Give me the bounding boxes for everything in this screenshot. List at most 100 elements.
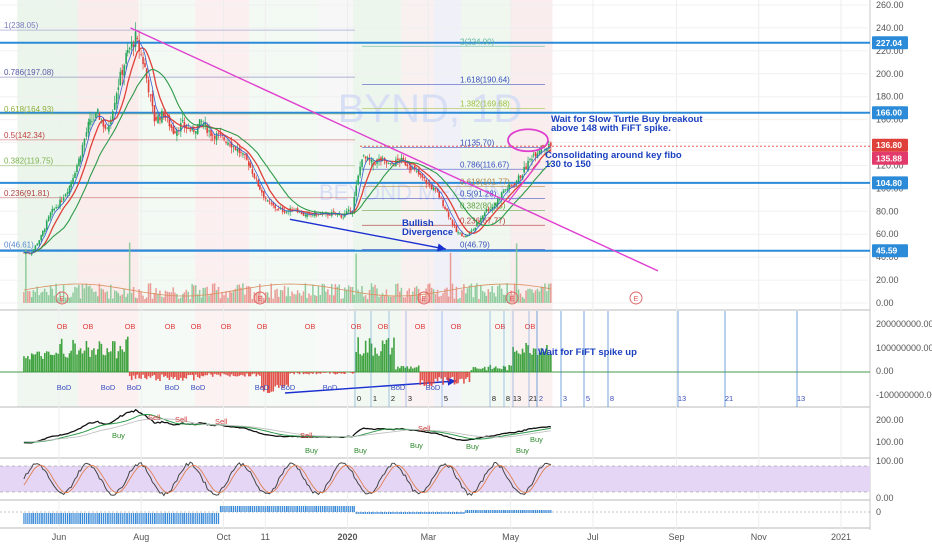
candle-body [219,132,222,135]
oscillator-bar [170,372,173,377]
bottom-bar [466,510,469,513]
candle-body [49,212,52,218]
volume-bar [242,283,244,303]
volume-bar [331,284,333,303]
volume-bar [215,290,218,303]
candle-body [370,159,373,163]
candle-body [180,123,182,132]
count-label: 8 [506,394,510,403]
oscillator-bar [470,370,473,372]
oscillator-bar [211,372,214,377]
candle-body [527,160,529,172]
oscillator-bar [193,372,195,381]
bottom-bar [365,512,367,514]
volume-bar [527,288,529,303]
volume-bar [115,291,118,303]
oscillator-bar [219,372,222,377]
candle-body [434,187,437,190]
bottom-bar [391,512,393,514]
earnings-icon[interactable] [417,291,431,305]
bottom-bar [68,513,71,524]
x-tick-label: May [502,532,520,542]
candle-body [380,157,382,161]
candle-body [306,213,308,217]
bottom-bar [246,506,248,512]
bottom-bar [495,510,497,513]
level-price-tag [872,36,908,50]
uptrend-line[interactable] [507,160,541,203]
candle-body [364,156,367,159]
volume-bar [221,291,223,303]
candle-body [266,200,269,201]
volume-bar [357,289,359,303]
volume-bar [38,295,40,303]
bottom-bar [172,513,174,524]
consolidation-ellipse[interactable] [507,128,549,153]
candle-body [87,121,90,133]
volume-bar [251,298,254,303]
volume-bar [470,283,473,303]
bottom-bar [232,506,235,512]
oscillator-bar [546,344,548,372]
indicator-line [23,408,551,444]
oscillator-bar [138,372,140,379]
price-tags: 227.04 166.00 104.80 45.59 136.80 135.88 [872,36,908,258]
bottom-bar [531,510,533,513]
candle-body [95,112,97,119]
candle-body [342,216,344,218]
earnings-icon[interactable] [629,291,643,305]
bottom-bar [370,512,373,514]
oscillator-bar [25,358,27,372]
bottom-bar [151,513,154,524]
oscillator-bar [78,350,80,372]
volume-bar [257,292,259,303]
earnings-icon[interactable] [505,291,519,305]
candle-body [289,208,291,213]
volume-bar [423,297,425,303]
stochastic-pane [0,461,870,497]
volume-bar [132,286,135,303]
bottom-bar [174,513,176,524]
candle-body [347,209,350,212]
volume-bar [151,298,154,303]
candle-body [163,111,165,118]
bottom-bar [212,513,214,524]
oscillator-bar [502,365,505,372]
ob-signal: OB [191,322,202,331]
candle-body [170,124,173,128]
buy-signal: Buy [112,431,125,440]
oscillator-bar [506,370,509,372]
earnings-icon[interactable] [55,291,69,305]
volume-bar [449,252,452,303]
bottom-bar [336,506,338,512]
candle-body [279,208,282,210]
volume-bar [546,291,548,303]
divergence-arrow[interactable] [284,377,457,394]
volume-bar [200,297,203,303]
oscillator-bar [412,368,414,372]
downtrend-line[interactable] [130,27,659,272]
bottom-bar [534,510,537,513]
x-tick-label: Oct [216,532,231,542]
earnings-icon[interactable] [253,291,267,305]
oscillator-bar [57,353,59,372]
volume-bar [485,295,488,303]
divergence-arrow[interactable] [289,218,447,252]
oscillator-bar [400,365,403,372]
bottom-bar [240,506,242,512]
volume-bar [317,285,320,303]
bottom-bar [276,506,278,512]
bottom-bar [97,513,99,524]
volume-bar [463,284,465,303]
last-price-label: 135.88 [876,153,902,163]
volume-bar [238,284,241,303]
bottom-bar [317,506,320,512]
bottom-bar [197,513,199,524]
oscillator-bar [419,372,422,386]
level-price-tag [872,244,908,258]
volume-bar [495,296,497,303]
candle-body [110,119,112,125]
volume-bar [455,286,458,303]
bottom-bar [527,510,529,513]
